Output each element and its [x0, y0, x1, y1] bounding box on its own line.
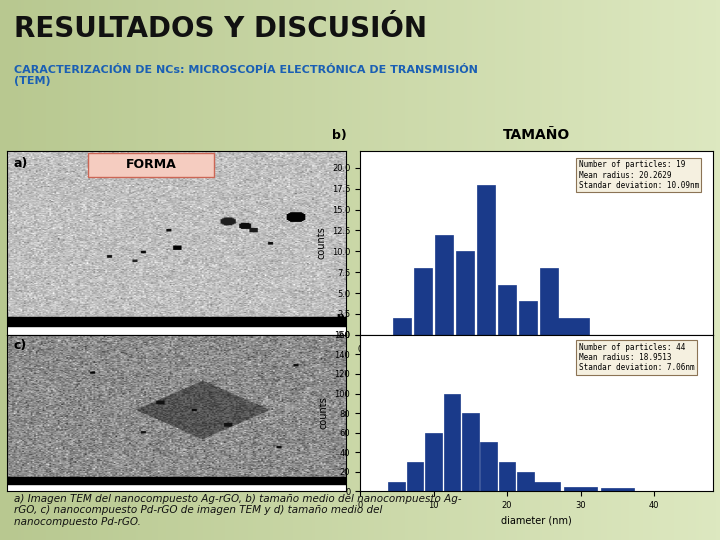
- Bar: [527, 482, 560, 491]
- Bar: [564, 487, 597, 491]
- Bar: [498, 285, 516, 335]
- Y-axis label: counts: counts: [319, 397, 329, 429]
- Bar: [407, 462, 423, 491]
- X-axis label: diameter (nm): diameter (nm): [501, 516, 572, 525]
- Bar: [444, 394, 460, 491]
- Bar: [551, 318, 589, 335]
- Bar: [435, 235, 454, 335]
- Text: FORMA: FORMA: [126, 158, 176, 172]
- Bar: [413, 268, 433, 335]
- Text: TAMAÑO: TAMAÑO: [503, 128, 570, 142]
- Text: Number of particles: 19
Mean radius: 20.2629
Standar deviation: 10.09nm: Number of particles: 19 Mean radius: 20.…: [579, 160, 699, 190]
- Bar: [7, 318, 346, 326]
- Bar: [600, 489, 634, 491]
- Bar: [426, 433, 442, 491]
- Text: Number of particles: 44
Mean radius: 18.9513
Standar deviation: 7.06nm: Number of particles: 44 Mean radius: 18.…: [579, 343, 694, 373]
- Y-axis label: counts: counts: [316, 227, 326, 259]
- Text: CARACTERIZACIÓN DE NCs: MICROSCOPÍA ELECTRÓNICA DE TRANSMISIÓN
(TEM): CARACTERIZACIÓN DE NCs: MICROSCOPÍA ELEC…: [14, 65, 478, 86]
- Text: b): b): [332, 129, 346, 142]
- Text: a): a): [14, 157, 28, 170]
- Text: d): d): [332, 314, 346, 327]
- Bar: [477, 185, 495, 335]
- Bar: [539, 268, 559, 335]
- Bar: [462, 413, 479, 491]
- X-axis label: diameter (nm): diameter (nm): [501, 359, 572, 369]
- Text: c): c): [14, 340, 27, 353]
- Bar: [480, 442, 497, 491]
- Bar: [7, 476, 346, 484]
- Text: a) Imagen TEM del nanocompuesto Ag-rGO, b) tamaño medio del nanocompuesto Ag-
rG: a) Imagen TEM del nanocompuesto Ag-rGO, …: [14, 494, 462, 527]
- Bar: [392, 318, 411, 335]
- Bar: [456, 251, 474, 335]
- FancyBboxPatch shape: [89, 153, 214, 177]
- Bar: [518, 301, 537, 335]
- Bar: [389, 482, 405, 491]
- Bar: [517, 472, 534, 491]
- Text: RESULTADOS Y DISCUSIÓN: RESULTADOS Y DISCUSIÓN: [14, 15, 427, 43]
- Bar: [499, 462, 516, 491]
